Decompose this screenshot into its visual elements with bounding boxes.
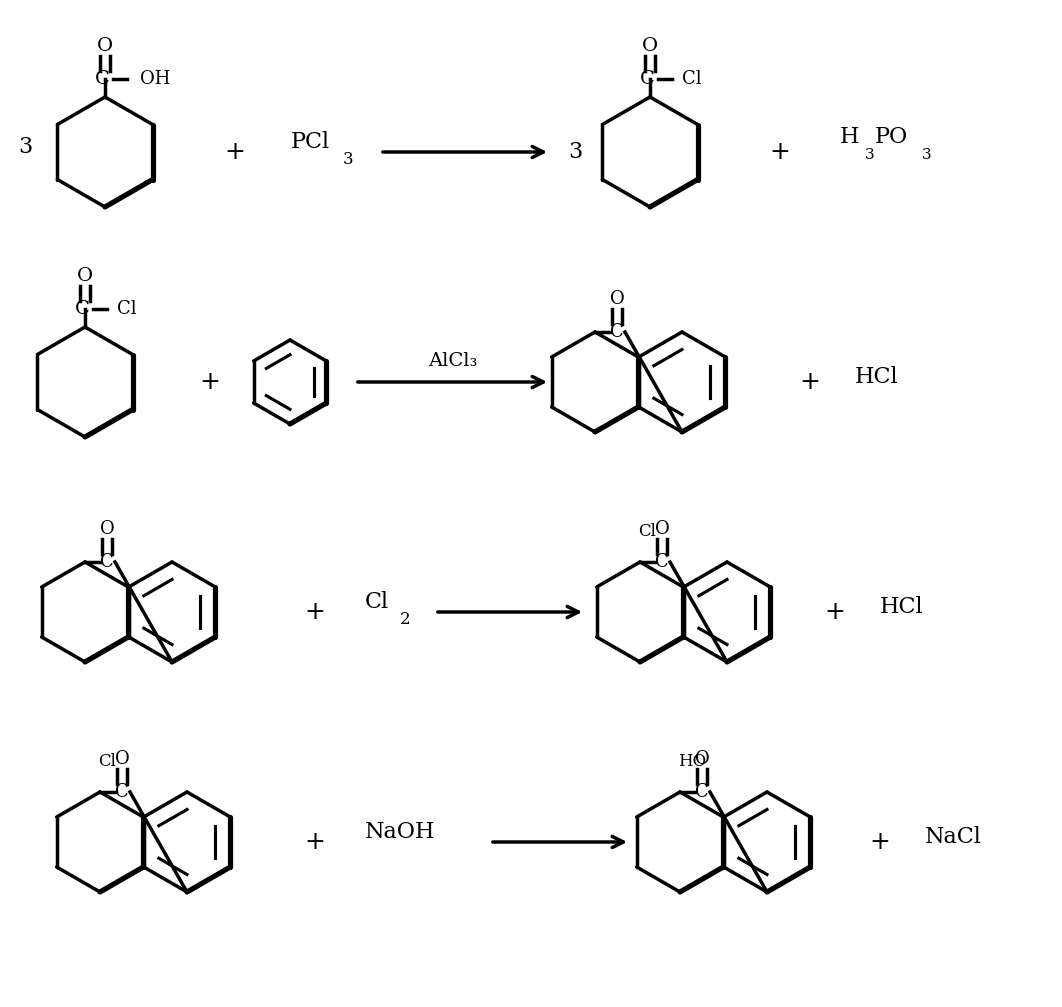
Text: O: O xyxy=(76,267,93,285)
Text: 3: 3 xyxy=(866,148,875,162)
Text: C: C xyxy=(100,553,114,571)
Text: +: + xyxy=(770,140,790,164)
Text: H: H xyxy=(840,126,859,148)
Text: AlCl₃: AlCl₃ xyxy=(428,352,477,370)
Text: O: O xyxy=(100,520,115,538)
Text: 3: 3 xyxy=(568,141,582,163)
Text: Cl: Cl xyxy=(682,70,702,88)
Text: Cl: Cl xyxy=(98,753,116,770)
Text: PO: PO xyxy=(875,126,908,148)
Text: C: C xyxy=(655,553,669,571)
Text: C: C xyxy=(611,323,623,341)
Text: C: C xyxy=(74,300,89,318)
Text: PCl: PCl xyxy=(290,131,329,153)
Text: +: + xyxy=(224,140,245,164)
Text: 3: 3 xyxy=(18,136,32,158)
Text: C: C xyxy=(95,70,109,88)
Text: C: C xyxy=(696,783,708,801)
Text: C: C xyxy=(639,70,654,88)
Text: +: + xyxy=(870,830,890,854)
Text: NaCl: NaCl xyxy=(925,826,982,848)
Text: O: O xyxy=(610,290,624,308)
Text: 2: 2 xyxy=(400,611,411,628)
Text: +: + xyxy=(305,600,325,624)
Text: 3: 3 xyxy=(343,150,354,167)
Text: O: O xyxy=(97,37,113,55)
Text: O: O xyxy=(641,37,658,55)
Text: Cl: Cl xyxy=(117,300,137,318)
Text: HCl: HCl xyxy=(855,366,898,388)
Text: HCl: HCl xyxy=(880,596,924,618)
Text: +: + xyxy=(305,830,325,854)
Text: Cl: Cl xyxy=(365,591,389,613)
Text: O: O xyxy=(115,750,130,768)
Text: O: O xyxy=(654,520,669,538)
Text: 3: 3 xyxy=(922,148,931,162)
Text: +: + xyxy=(200,370,221,394)
Text: HO: HO xyxy=(678,753,706,770)
Text: O: O xyxy=(695,750,709,768)
Text: +: + xyxy=(824,600,845,624)
Text: OH: OH xyxy=(140,70,170,88)
Text: NaOH: NaOH xyxy=(365,821,435,843)
Text: C: C xyxy=(115,783,129,801)
Text: +: + xyxy=(800,370,821,394)
Text: Cl: Cl xyxy=(638,523,656,540)
